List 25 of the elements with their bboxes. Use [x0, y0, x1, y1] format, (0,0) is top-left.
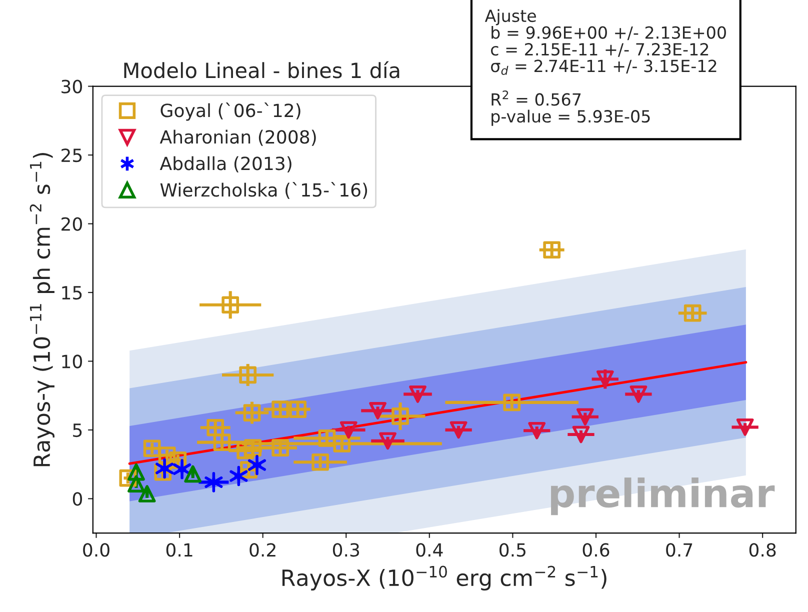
x-tick-label: 0.7	[666, 543, 692, 557]
x-tick-label: 0.1	[166, 543, 192, 557]
legend-label: Abdalla (2013)	[160, 156, 292, 172]
x-tick-label: 0.4	[416, 543, 443, 557]
y-tick-label: 0	[72, 492, 82, 506]
x-axis-title: Rayos-X (10$^{−10}$ erg cm$^{−2}$ s$^{−1}$)	[282, 566, 606, 590]
x-tick-label: 0.3	[332, 543, 360, 557]
legend-label: Goyal (`06-`12)	[160, 102, 300, 121]
x-tick-label: 0.0	[83, 543, 110, 557]
legend-label: Wierzcholska (`15-`16)	[160, 182, 368, 199]
legend-label: Aharonian (2008)	[160, 130, 316, 146]
x-tick-label: 0.6	[582, 543, 610, 557]
y-tick-label: 15	[62, 286, 82, 300]
text: Ajuste b = 9.96E+00 +/- 2.13E+00 c = 2.15E-11 +/- 7.23E-12 σ$_{d}$ = 2.74E-11 +/- 3.15E-12 R$^{2}$ = 0.567 p-value = 5.93E-05	[484, 9, 726, 126]
x-tick-label: 0.2	[250, 543, 276, 557]
x-tick-label: 0.5	[500, 543, 526, 557]
y-tick-label: 25	[62, 148, 82, 162]
y-tick-label: 10	[62, 354, 82, 368]
y-tick-label: 20	[62, 217, 82, 231]
y-tick-label: 30	[62, 80, 82, 94]
y-axis-title: Rayos-γ (10$^{−11}$ ph cm$^{−2}$ s$^{−1}$)	[30, 153, 54, 466]
annotation: preliminar	[551, 478, 775, 516]
x-tick-label: 0.8	[749, 543, 776, 557]
chart-title: Modelo Lineal - bines 1 día	[124, 61, 400, 78]
y-tick-label: 5	[73, 424, 82, 438]
